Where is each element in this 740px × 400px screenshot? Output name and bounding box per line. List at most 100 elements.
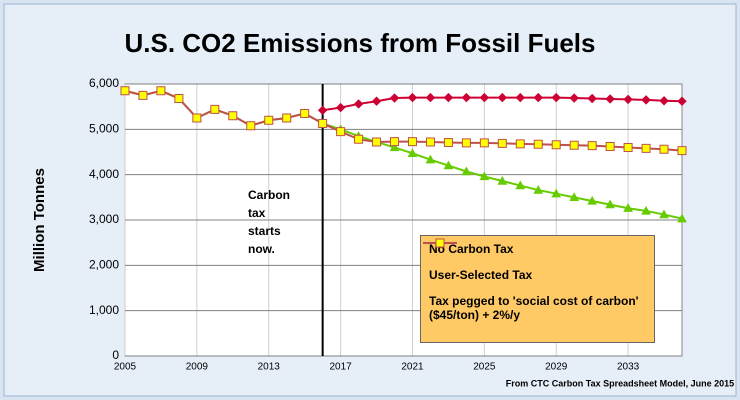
- data-point: [192, 113, 202, 123]
- x-tick-label: 2009: [186, 362, 209, 373]
- data-point: [605, 94, 615, 104]
- data-point: [533, 139, 543, 149]
- data-point: [677, 146, 687, 156]
- data-point: [461, 166, 472, 176]
- legend-label: User-Selected Tax: [429, 268, 533, 282]
- data-point: [551, 188, 562, 198]
- x-tick-label: 2013: [258, 362, 281, 373]
- data-point: [407, 137, 417, 147]
- data-point: [479, 138, 489, 148]
- data-point: [425, 154, 436, 164]
- data-point: [623, 142, 633, 152]
- data-point: [210, 104, 220, 114]
- data-point: [156, 86, 166, 96]
- data-point: [533, 185, 544, 194]
- data-point: [515, 92, 525, 103]
- data-point: [659, 209, 669, 219]
- annotation-text: now.: [248, 242, 275, 256]
- data-point: [479, 92, 490, 103]
- data-point: [317, 105, 328, 116]
- data-point: [569, 93, 579, 103]
- data-point: [623, 203, 633, 212]
- data-point: [371, 96, 382, 106]
- data-point: [587, 195, 598, 205]
- y-tick-label: 4,000: [89, 167, 119, 181]
- data-point: [587, 141, 597, 151]
- legend-item: No Carbon Tax: [423, 238, 646, 256]
- y-tick-label: 0: [112, 348, 119, 362]
- data-point: [282, 113, 292, 123]
- x-tick-label: 2021: [401, 362, 424, 373]
- data-point: [443, 137, 453, 147]
- data-point: [425, 137, 435, 147]
- data-point: [390, 137, 400, 147]
- data-point: [497, 175, 508, 185]
- x-tick-label: 2005: [114, 362, 137, 373]
- data-point: [336, 127, 346, 137]
- data-point: [641, 205, 651, 215]
- data-point: [479, 171, 490, 181]
- data-point: [389, 142, 400, 152]
- y-tick-label: 2,000: [89, 258, 119, 272]
- x-tick-label: 2033: [617, 362, 640, 373]
- data-point: [641, 143, 651, 153]
- annotation-text: tax: [248, 206, 266, 220]
- data-point: [659, 144, 669, 154]
- x-tick-label: 2017: [329, 362, 352, 373]
- data-point: [389, 93, 400, 103]
- data-point: [569, 140, 579, 150]
- data-point: [515, 139, 525, 149]
- data-point: [659, 96, 669, 106]
- data-point: [407, 148, 418, 158]
- data-point: [605, 142, 615, 152]
- data-point: [335, 102, 346, 113]
- data-point: [264, 115, 274, 125]
- data-point: [515, 180, 526, 190]
- chart-title: U.S. CO2 Emissions from Fossil Fuels: [124, 28, 595, 58]
- legend-marker: [435, 238, 445, 248]
- data-point: [461, 92, 472, 103]
- legend-label: Tax pegged to 'social cost of carbon' ($…: [429, 294, 639, 322]
- data-point: [677, 213, 687, 223]
- annotation-text: starts: [248, 224, 281, 238]
- data-point: [353, 99, 364, 109]
- x-tick-label: 2029: [545, 362, 568, 373]
- y-tick-label: 5,000: [89, 122, 119, 136]
- data-point: [443, 160, 454, 170]
- data-point: [443, 92, 454, 103]
- data-point: [354, 134, 364, 144]
- legend-item: User-Selected Tax: [423, 237, 646, 282]
- data-point: [623, 94, 633, 105]
- data-point: [605, 199, 615, 209]
- legend-symbol: [423, 238, 457, 248]
- legend: No Carbon Tax User-Selected Tax Tax pegged…: [420, 235, 655, 343]
- data-point: [587, 93, 597, 104]
- data-point: [497, 138, 507, 148]
- source-note: From CTC Carbon Tax Spreadsheet Model, J…: [506, 378, 734, 388]
- data-point: [228, 111, 238, 121]
- data-point: [120, 86, 130, 96]
- data-point: [300, 108, 310, 118]
- data-point: [461, 138, 471, 148]
- data-point: [425, 92, 436, 103]
- data-point: [641, 95, 651, 105]
- y-tick-label: 1,000: [89, 303, 119, 317]
- data-point: [677, 96, 687, 106]
- data-point: [569, 192, 580, 202]
- y-axis-label: Million Tonnes: [31, 168, 48, 272]
- data-point: [174, 94, 184, 104]
- data-point: [246, 121, 256, 131]
- legend-item: Tax pegged to 'social cost of carbon' ($…: [423, 238, 646, 322]
- data-point: [551, 92, 561, 103]
- data-point: [138, 90, 148, 100]
- data-point: [533, 92, 543, 103]
- y-tick-label: 6,000: [89, 76, 119, 90]
- data-point: [497, 92, 508, 103]
- legend-label: No Carbon Tax: [429, 242, 514, 256]
- data-point: [551, 140, 561, 150]
- x-tick-label: 2025: [473, 362, 496, 373]
- data-point: [372, 137, 382, 147]
- annotation-text: Carbon: [248, 188, 290, 202]
